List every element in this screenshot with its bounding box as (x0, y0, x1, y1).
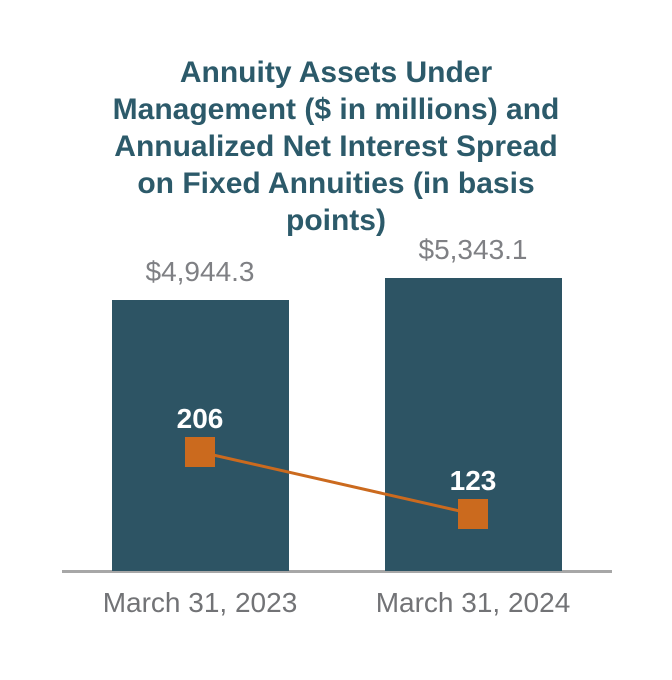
chart-title-line: Annualized Net Interest Spread (114, 130, 558, 163)
category-label: March 31, 2023 (102, 587, 298, 618)
chart-title: Annuity Assets Under Management ($ in mi… (0, 54, 672, 239)
bar (384, 278, 562, 571)
x-axis-line (62, 570, 612, 573)
chart-title-line: Management ($ in millions) and (112, 93, 560, 126)
bar-value-label: $5,343.1 (418, 234, 528, 265)
bar-value-label: $4,944.3 (145, 256, 255, 287)
chart-title-line: on Fixed Annuities (in basis (137, 167, 535, 200)
chart-title-line: points) (286, 204, 386, 237)
chart-title-line: Annuity Assets Under (179, 56, 493, 89)
category-label: March 31, 2024 (375, 587, 571, 618)
bar (111, 300, 289, 571)
